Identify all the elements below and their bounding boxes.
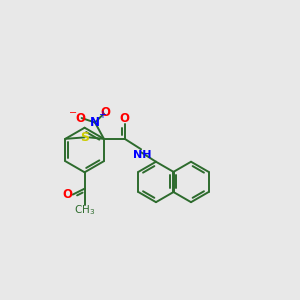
Text: O: O	[63, 188, 73, 201]
Text: −: −	[69, 108, 77, 118]
Text: +: +	[98, 110, 106, 120]
Text: S: S	[80, 131, 89, 144]
Text: O: O	[100, 106, 110, 118]
Text: N: N	[90, 116, 100, 129]
Text: CH$_3$: CH$_3$	[74, 203, 95, 217]
Text: O: O	[120, 112, 130, 124]
Text: NH: NH	[133, 150, 152, 160]
Text: O: O	[75, 112, 85, 124]
